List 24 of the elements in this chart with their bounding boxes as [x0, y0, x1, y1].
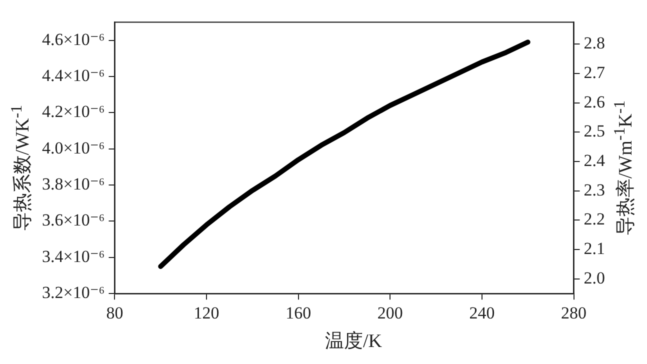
y-tick-label: 4.2×10⁻⁶	[42, 102, 105, 122]
x-tick-label: 200	[377, 303, 403, 322]
y2-tick-label: 2.4	[584, 151, 606, 170]
x-axis-title: 温度/K	[324, 330, 383, 354]
x-tick-label: 120	[194, 303, 220, 322]
y2-tick-label: 2.1	[584, 239, 605, 258]
y-tick-label: 3.4×10⁻⁶	[42, 246, 105, 266]
x-tick-label: 160	[286, 303, 312, 322]
y2-tick-label: 2.8	[584, 34, 605, 53]
y2-tick-label: 2.3	[584, 180, 605, 200]
x-tick-label: 280	[561, 303, 586, 322]
y-tick-label: 4.6×10⁻⁶	[42, 30, 105, 49]
y-tick-label: 3.8×10⁻⁶	[42, 174, 105, 194]
y-tick-label: 3.2×10⁻⁶	[42, 283, 105, 302]
y2-tick-label: 2.2	[584, 210, 605, 229]
x-tick-label: 240	[469, 303, 495, 322]
y-tick-label: 4.0×10⁻⁶	[42, 138, 105, 158]
y2-tick-label: 2.7	[584, 63, 606, 82]
x-tick-label: 80	[106, 303, 124, 322]
y2-tick-label: 2.0	[584, 268, 605, 288]
y2-tick-label: 2.6	[584, 92, 605, 112]
y-tick-label: 3.6×10⁻⁶	[42, 210, 105, 230]
y-tick-label: 4.4×10⁻⁶	[42, 66, 105, 85]
y2-tick-label: 2.5	[584, 122, 605, 141]
